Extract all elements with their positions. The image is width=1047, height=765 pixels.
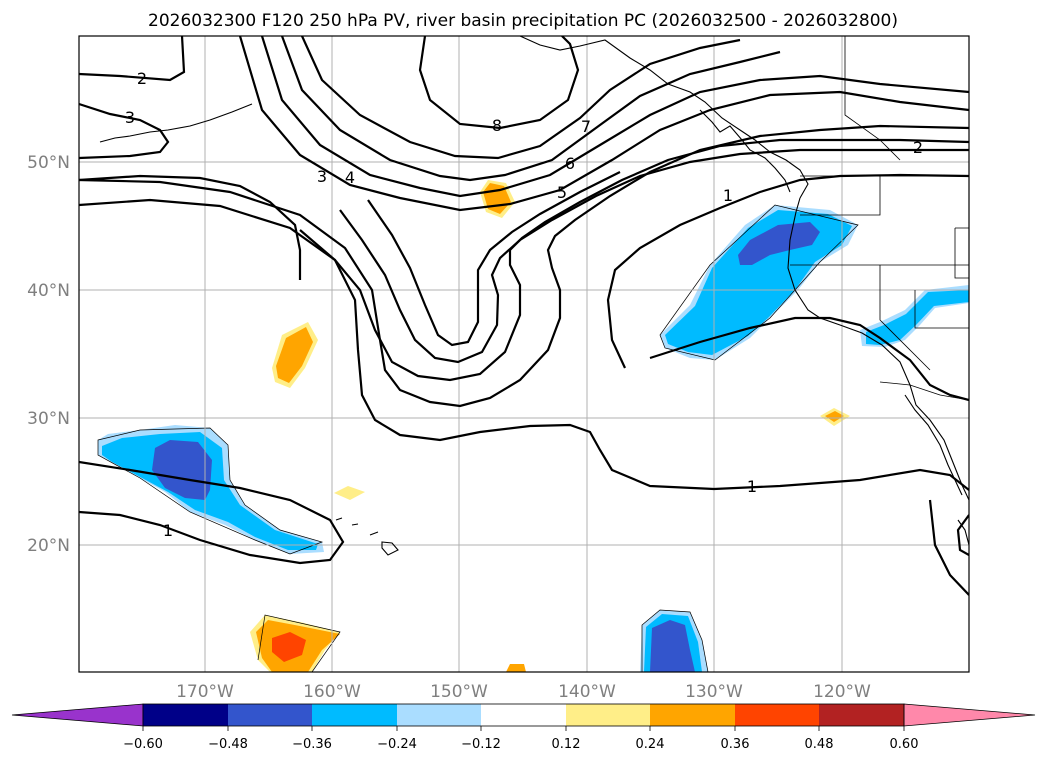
colorbar-ticks bbox=[142, 726, 905, 731]
colorbar-bin bbox=[312, 704, 397, 726]
pv-contour-outer-east bbox=[238, 36, 969, 212]
pv-contour-1-corner bbox=[956, 514, 969, 556]
pv-contour-trough-3 bbox=[299, 138, 969, 382]
colorbar-extend-max bbox=[903, 703, 1036, 727]
colorbar-tick-label: 0.48 bbox=[805, 737, 834, 752]
coast-bc-islands bbox=[699, 109, 791, 193]
pos-anomaly-southwest-strong bbox=[272, 632, 306, 662]
colorbar-bin bbox=[566, 704, 650, 726]
colorbar-bin bbox=[819, 704, 904, 726]
contour-label: 2 bbox=[137, 69, 147, 88]
pv-contour-7 bbox=[79, 174, 302, 280]
lat-label-20n: 20°N bbox=[27, 536, 70, 556]
pos-anomaly-south-edge bbox=[506, 664, 526, 672]
colorbar-bin bbox=[481, 704, 566, 726]
pos-anomaly-baja-core bbox=[825, 411, 844, 422]
contour-label: 3 bbox=[125, 108, 135, 127]
lat-label-30n: 30°N bbox=[27, 409, 70, 429]
colorbar-tick-label: 0.60 bbox=[890, 737, 919, 752]
pv-contour-mid-east bbox=[280, 36, 781, 182]
contour-label: 4 bbox=[345, 168, 355, 187]
coast-hawaii bbox=[335, 517, 399, 556]
pv-contour-1-east bbox=[606, 173, 969, 369]
contour-label: 1 bbox=[747, 477, 757, 496]
pv-contour-trough-2 bbox=[79, 124, 969, 408]
colorbar-tick-label: −0.36 bbox=[292, 737, 332, 752]
contour-label: 3 bbox=[317, 167, 327, 186]
colorbar-tick-label: 0.12 bbox=[552, 737, 581, 752]
border-state-interior bbox=[914, 227, 969, 329]
border-us-mexico bbox=[879, 381, 969, 401]
pos-anomaly-mid-pacific-mid bbox=[276, 327, 313, 383]
contour-label: 6 bbox=[565, 154, 575, 173]
colorbar-bin bbox=[650, 704, 735, 726]
coast-mexico-south bbox=[957, 519, 969, 546]
longitude-labels: 170°W 160°W 150°W 140°W 130°W 120°W bbox=[176, 682, 871, 702]
graticule bbox=[79, 36, 969, 672]
pv-contours bbox=[79, 36, 969, 596]
pv-contour-8 bbox=[418, 36, 580, 130]
lon-label-170w: 170°W bbox=[176, 682, 234, 702]
pv-contour-trough-5 bbox=[367, 171, 621, 347]
pv-contour-1-lower-east bbox=[928, 499, 969, 596]
lon-label-140w: 140°W bbox=[558, 682, 616, 702]
lon-label-160w: 160°W bbox=[303, 682, 361, 702]
outline-south bbox=[641, 609, 709, 672]
pv-contour-2-northwest bbox=[79, 36, 186, 82]
coast-us-west bbox=[787, 197, 969, 501]
lat-label-40n: 40°N bbox=[27, 281, 70, 301]
colorbar-extend-min bbox=[11, 703, 144, 727]
pv-contour-1-south bbox=[79, 460, 345, 565]
colorbar: −0.60 −0.48 −0.36 −0.24 −0.12 0.12 0.24 … bbox=[11, 703, 1036, 752]
colorbar-tick-label: −0.12 bbox=[461, 737, 501, 752]
map-area bbox=[79, 36, 969, 672]
colorbar-tick-label: 0.36 bbox=[721, 737, 750, 752]
border-state-wa-or bbox=[800, 176, 881, 216]
pv-contour-labels: 1 1 1 2 2 3 3 4 5 6 7 8 bbox=[125, 69, 923, 540]
colorbar-bin bbox=[228, 704, 312, 726]
colorbar-bin bbox=[143, 704, 228, 726]
lat-label-50n: 50°N bbox=[27, 153, 70, 173]
pv-contour-1-southeast bbox=[649, 316, 969, 402]
outline-central-pacific bbox=[97, 427, 324, 555]
latitude-labels: 50°N 40°N 30°N 20°N bbox=[27, 153, 70, 556]
coast-aleutian-west bbox=[99, 103, 253, 143]
colorbar-bin bbox=[735, 704, 819, 726]
pv-contour-3-northwest bbox=[79, 102, 170, 160]
colorbar-bin bbox=[397, 704, 481, 726]
contour-label: 2 bbox=[913, 138, 923, 157]
colorbar-tick-label: −0.48 bbox=[208, 737, 248, 752]
pos-anomaly-hawaii-north bbox=[334, 486, 365, 500]
colorbar-tick-label: −0.24 bbox=[377, 737, 417, 752]
shading-outlines bbox=[97, 204, 859, 672]
colorbar-tick-label: −0.60 bbox=[123, 737, 163, 752]
pv-contour-upper-east bbox=[300, 36, 741, 160]
outline-southwest bbox=[257, 614, 341, 672]
lon-label-130w: 130°W bbox=[685, 682, 743, 702]
lon-label-150w: 150°W bbox=[430, 682, 488, 702]
lon-label-120w: 120°W bbox=[813, 682, 871, 702]
colorbar-tick-label: 0.24 bbox=[636, 737, 665, 752]
pv-contour-trough-4 bbox=[339, 148, 969, 364]
colorbar-frame bbox=[142, 703, 905, 727]
contour-label: 1 bbox=[723, 186, 733, 205]
contour-label: 8 bbox=[492, 116, 502, 135]
outline-west-coast bbox=[659, 204, 859, 361]
contour-label: 5 bbox=[557, 183, 567, 202]
border-state-nv-ca bbox=[879, 265, 931, 371]
neg-anomaly-central-pacific-strong bbox=[152, 440, 212, 500]
map-frame bbox=[78, 35, 970, 673]
contour-label: 1 bbox=[163, 521, 173, 540]
contour-label: 7 bbox=[581, 117, 591, 136]
neg-anomaly-south-strong bbox=[650, 620, 695, 672]
figure-title: 2026032300 F120 250 hPa PV, river basin … bbox=[148, 11, 898, 31]
neg-anomaly-west-coast-strong bbox=[738, 222, 820, 265]
coast-alaska-peninsula bbox=[519, 36, 809, 199]
pv-contour-next-east bbox=[260, 36, 969, 198]
